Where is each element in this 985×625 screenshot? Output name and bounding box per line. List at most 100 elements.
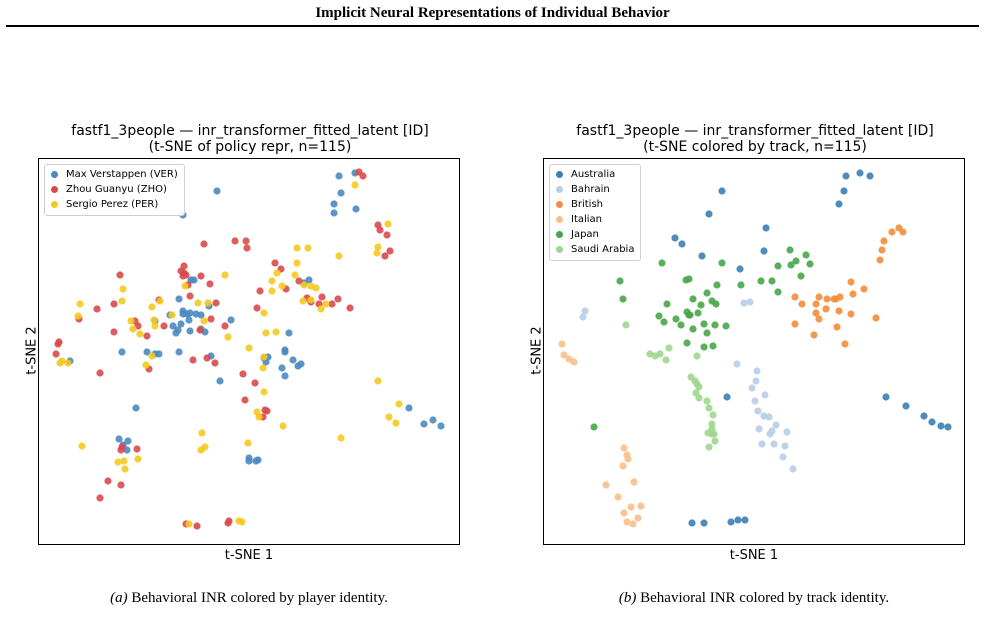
panel-b-legend-label: Saudi Arabia <box>571 244 635 255</box>
panel-a-point-2-46 <box>307 296 315 304</box>
panel-a-point-1-54 <box>251 379 259 387</box>
panel-b-point-0-8 <box>762 224 770 232</box>
panel-b-point-4-2 <box>658 259 666 267</box>
panel-b-legend-label: Australia <box>571 169 616 180</box>
panel-b-point-1-6 <box>752 377 760 385</box>
panel-b-point-4-37 <box>700 343 708 351</box>
panel-b-point-4-14 <box>797 272 805 280</box>
panel-a-point-1-29 <box>197 272 205 280</box>
panel-a-point-1-19 <box>271 259 279 267</box>
panel-b-point-5-9 <box>695 383 703 391</box>
panel-b-ylabel: t-SNE 2 <box>529 326 545 375</box>
panel-a-point-2-0 <box>351 181 359 189</box>
panel-b-point-0-14 <box>937 422 945 430</box>
panel-a-point-2-38 <box>74 312 82 320</box>
panel-b-point-1-7 <box>753 367 761 375</box>
panel-b-point-4-24 <box>694 309 702 317</box>
panel-b-point-4-39 <box>709 342 717 350</box>
panel-b-point-2-14 <box>791 293 799 301</box>
panel-b-point-0-17 <box>688 519 696 527</box>
panel-a-point-1-56 <box>133 445 141 453</box>
panel-b-point-5-4 <box>665 344 673 352</box>
panel-b-point-1-2 <box>748 384 756 392</box>
panel-b-point-3-0 <box>558 340 566 348</box>
panel-b-point-5-2 <box>656 350 664 358</box>
panel-b-point-0-3 <box>835 200 843 208</box>
panel-a-point-1-4 <box>374 221 382 229</box>
panel-b-point-0-10 <box>882 393 890 401</box>
panel-b-point-2-8 <box>847 278 855 286</box>
panel-a-point-2-10 <box>307 282 315 290</box>
panel-a-point-1-10 <box>318 293 326 301</box>
panel-b-point-2-18 <box>847 310 855 318</box>
panel-b-legend-item: Italian <box>556 212 634 227</box>
panel-a-point-1-58 <box>104 477 112 485</box>
panel-a-point-1-31 <box>182 271 190 279</box>
panel-b-point-4-34 <box>590 423 598 431</box>
panel-a-point-2-23 <box>194 299 202 307</box>
panel-b-point-3-8 <box>602 481 610 489</box>
panel-b-point-1-16 <box>781 442 789 450</box>
panel-a-point-0-24 <box>175 295 183 303</box>
panel-a-point-2-2 <box>373 249 381 257</box>
panel-a-point-1-55 <box>241 396 249 404</box>
panel-a-legend-marker <box>51 201 58 208</box>
panel-b-point-0-20 <box>734 516 742 524</box>
panel-b-point-2-12 <box>812 300 820 308</box>
panel-b-point-2-19 <box>835 307 843 315</box>
panel-a-point-2-13 <box>268 277 276 285</box>
panel-a-point-0-3 <box>335 172 343 180</box>
panel-a-point-2-6 <box>291 271 299 279</box>
panel-a-point-2-29 <box>129 325 137 333</box>
panel-a-point-0-47 <box>254 456 262 464</box>
panel-b-point-0-16 <box>723 393 731 401</box>
panel-b-point-0-18 <box>700 519 708 527</box>
panel-b-point-1-15 <box>768 427 776 435</box>
panel-a-point-1-17 <box>256 287 264 295</box>
panel-b-point-3-11 <box>623 518 631 526</box>
panel-a-point-2-65 <box>120 457 128 465</box>
panel-b-point-2-25 <box>872 314 880 322</box>
panel-a-caption: (a) Behavioral INR colored by player ide… <box>24 590 474 607</box>
panel-a-point-2-49 <box>300 281 308 289</box>
panel-a-point-0-54 <box>420 420 428 428</box>
panel-a-point-1-20 <box>243 244 251 252</box>
panel-a-point-0-7 <box>352 205 360 213</box>
panel-a-point-2-4 <box>335 252 343 260</box>
panel-b-point-4-35 <box>686 311 694 319</box>
panel-b-point-1-17 <box>779 453 787 461</box>
panel-b-legend-marker <box>556 231 563 238</box>
panel-b-point-2-23 <box>810 331 818 339</box>
panel-a-point-2-36 <box>127 317 135 325</box>
panel-b-point-2-7 <box>849 290 857 298</box>
panel-a-point-1-45 <box>52 350 60 358</box>
panel-b-legend-item: Bahrain <box>556 182 634 197</box>
panel-a-point-2-16 <box>304 244 312 252</box>
panel-a-point-2-8 <box>272 328 280 336</box>
panel-b-point-2-16 <box>815 293 823 301</box>
panel-b-point-4-16 <box>768 277 776 285</box>
panel-a-point-1-38 <box>189 356 197 364</box>
panel-a-point-0-4 <box>337 189 345 197</box>
panel-b-point-0-4 <box>866 172 874 180</box>
panel-a-point-0-10 <box>285 329 293 337</box>
panel-a-point-1-69 <box>221 322 229 330</box>
panel-b-point-1-18 <box>740 299 748 307</box>
header-rule <box>6 25 979 27</box>
panel-b-scatter-plot: Australia Bahrain British Italian Japan Saudi… <box>543 158 965 545</box>
panel-a-point-1-63 <box>225 517 233 525</box>
panel-b-caption-label: (b) <box>618 590 637 606</box>
panel-b-point-2-13 <box>798 300 806 308</box>
panel-a-point-0-61 <box>289 356 297 364</box>
panel-a-point-1-35 <box>116 271 124 279</box>
panel-a-point-2-59 <box>395 400 403 408</box>
panel-b-point-4-30 <box>677 321 685 329</box>
panel-b-xlabel: t-SNE 1 <box>729 548 779 563</box>
panel-a-point-1-42 <box>110 328 118 336</box>
panel-a-point-2-57 <box>392 419 400 427</box>
panel-b-point-0-9 <box>736 265 744 273</box>
panel-b-point-1-8 <box>754 407 762 415</box>
panel-b-point-4-33 <box>660 318 668 326</box>
panel-a-point-0-5 <box>330 200 338 208</box>
panel-b-point-4-32 <box>655 312 663 320</box>
